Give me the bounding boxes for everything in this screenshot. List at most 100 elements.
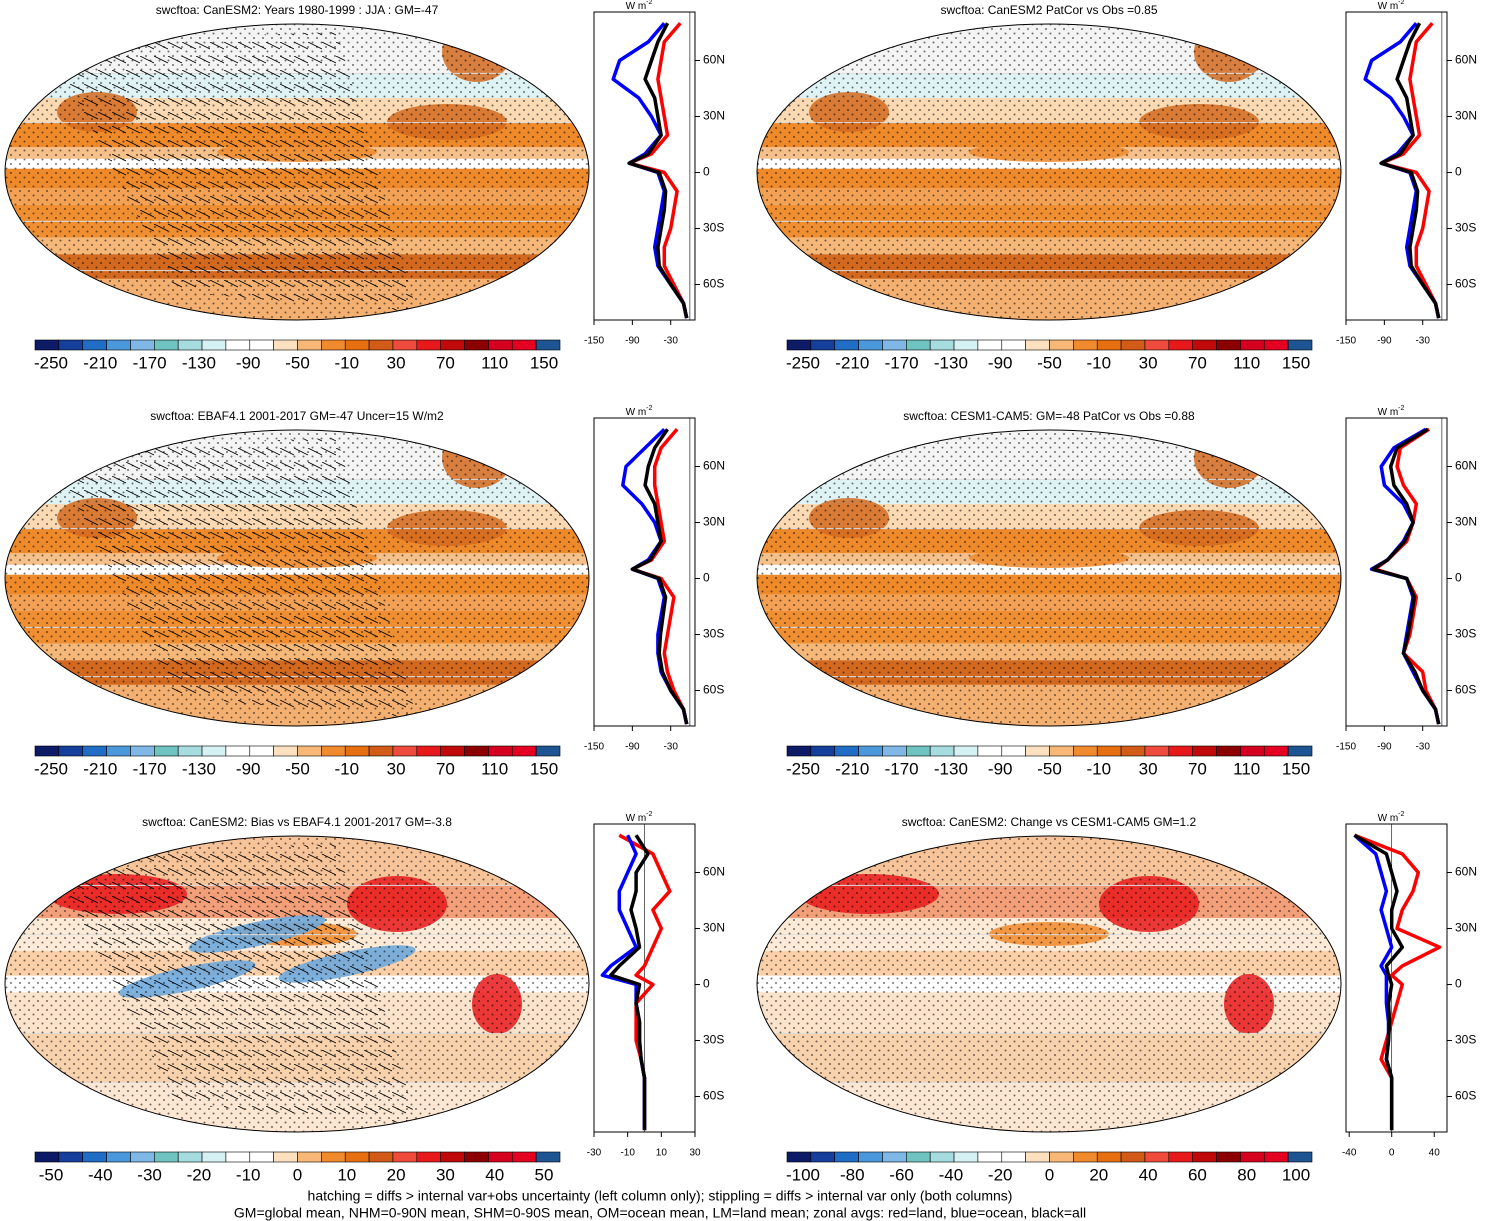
y-tick-label: 0 — [703, 165, 710, 179]
colorbar-box — [834, 1151, 859, 1163]
x-tick-label: -150 — [1336, 742, 1356, 753]
panel-title: swcftoa: CanESM2: Years 1980-1999 : JJA … — [156, 3, 439, 17]
colorbar-box — [1073, 339, 1098, 351]
x-tick-label: -30 — [663, 336, 678, 347]
colorbar-box — [106, 339, 131, 351]
colorbar-box — [321, 339, 346, 351]
colorbar-label: -100 — [786, 1165, 820, 1184]
map — [5, 836, 589, 1132]
x-tick-label: -30 — [587, 1148, 602, 1159]
zonal-line — [1379, 22, 1441, 319]
colorbar-box — [416, 745, 441, 757]
colorbar-label: 40 — [485, 1165, 504, 1184]
map — [757, 24, 1341, 320]
x-tick-label: -90 — [625, 336, 640, 347]
panel-title: swcftoa: CanESM2 PatCor vs Obs =0.85 — [940, 3, 1157, 17]
unit-sup: -2 — [646, 811, 652, 818]
y-tick-label: 0 — [703, 977, 710, 991]
colorbar-box — [249, 745, 274, 757]
colorbar-box — [130, 745, 155, 757]
colorbar: -250 -210 -170 -130 -90 -50 -10 30 70 110 150 — [34, 745, 561, 778]
colorbar-label: -40 — [939, 1165, 964, 1184]
colorbar-label: 70 — [436, 759, 455, 778]
y-tick-label: 30N — [1455, 109, 1477, 123]
colorbar-label: 20 — [387, 1165, 406, 1184]
colorbar-box — [416, 339, 441, 351]
panel: swcftoa: CanESM2: Change vs CESM1-CAM5 G… — [756, 811, 1477, 1184]
colorbar-box — [154, 1151, 179, 1163]
map-outline — [4, 23, 590, 321]
colorbar-label: 80 — [1237, 1165, 1256, 1184]
colorbar-box — [464, 339, 489, 351]
colorbar-box — [201, 745, 227, 757]
colorbar-box — [1240, 1151, 1265, 1163]
y-tick-label: 30N — [703, 109, 725, 123]
colorbar-box — [1263, 1151, 1289, 1163]
colorbar-box — [297, 339, 322, 351]
colorbar-box — [858, 1151, 883, 1163]
colorbar-label: -20 — [187, 1165, 212, 1184]
colorbar-box — [106, 745, 131, 757]
unit-sup: -2 — [1398, 405, 1404, 412]
colorbar-box — [977, 745, 1003, 757]
map-outline — [4, 835, 590, 1133]
colorbar: -100 -80 -60 -40 -20 0 20 40 60 80 100 — [786, 1151, 1313, 1184]
colorbar-box — [1096, 745, 1122, 757]
colorbar-box — [297, 1151, 322, 1163]
colorbar-label: -20 — [988, 1165, 1013, 1184]
colorbar-box — [1001, 339, 1026, 351]
colorbar-label: 150 — [530, 353, 558, 372]
zonal-line — [630, 428, 689, 725]
colorbar-box — [368, 339, 394, 351]
map — [757, 836, 1341, 1132]
colorbar-box — [249, 339, 274, 351]
y-tick-label: 0 — [1455, 165, 1462, 179]
hatching — [47, 438, 417, 718]
colorbar-label: 30 — [387, 353, 406, 372]
y-tick-label: 30S — [1455, 221, 1476, 235]
colorbar-box — [130, 339, 155, 351]
colorbar-label: -50 — [1037, 759, 1062, 778]
colorbar-box — [906, 745, 931, 757]
colorbar-box — [929, 339, 955, 351]
colorbar-label: -250 — [786, 353, 820, 372]
colorbar-label: 0 — [1045, 1165, 1054, 1184]
plot-frame — [593, 11, 696, 321]
zonal-line — [627, 22, 689, 319]
colorbar-label: 100 — [1282, 1165, 1310, 1184]
unit: W m — [1378, 1, 1399, 12]
colorbar-box — [1168, 339, 1193, 351]
colorbar-box — [201, 1151, 227, 1163]
colorbar-label: -50 — [285, 759, 310, 778]
y-tick-label: 60N — [1455, 459, 1477, 473]
colorbar-box — [344, 339, 370, 351]
panel: swcftoa: CanESM2: Years 1980-1999 : JJA … — [4, 0, 725, 372]
map-outline — [756, 835, 1342, 1133]
colorbar-box — [929, 745, 955, 757]
colorbar-box — [1144, 339, 1170, 351]
colorbar-label: -10 — [335, 353, 360, 372]
colorbar: -250 -210 -170 -130 -90 -50 -10 30 70 110 150 — [786, 339, 1313, 372]
colorbar-label: -130 — [934, 353, 968, 372]
map — [5, 430, 589, 726]
y-tick-label: 60S — [703, 277, 724, 291]
zonal-line — [609, 834, 650, 1131]
colorbar-box — [273, 339, 298, 351]
colorbar-box — [177, 339, 203, 351]
y-tick-label: 60N — [703, 459, 725, 473]
unit-sup: -2 — [1398, 811, 1404, 818]
colorbar-box — [535, 339, 561, 351]
colorbar-label: -60 — [889, 1165, 914, 1184]
colorbar-label: -210 — [83, 353, 117, 372]
colorbar-box — [440, 1151, 465, 1163]
panel: swcftoa: EBAF4.1 2001-2017 GM=-47 Uncer=… — [4, 405, 725, 778]
y-tick-label: 30S — [1455, 1033, 1476, 1047]
colorbar-box — [977, 1151, 1003, 1163]
hatching — [47, 844, 417, 1124]
colorbar-label: 110 — [1233, 759, 1260, 778]
colorbar-box — [1025, 745, 1050, 757]
colorbar-box — [511, 1151, 537, 1163]
x-tick-label: 30 — [689, 1148, 701, 1159]
panel-title: swcftoa: CESM1-CAM5: GM=-48 PatCor vs Ob… — [903, 409, 1195, 423]
colorbar-box — [1049, 1151, 1074, 1163]
